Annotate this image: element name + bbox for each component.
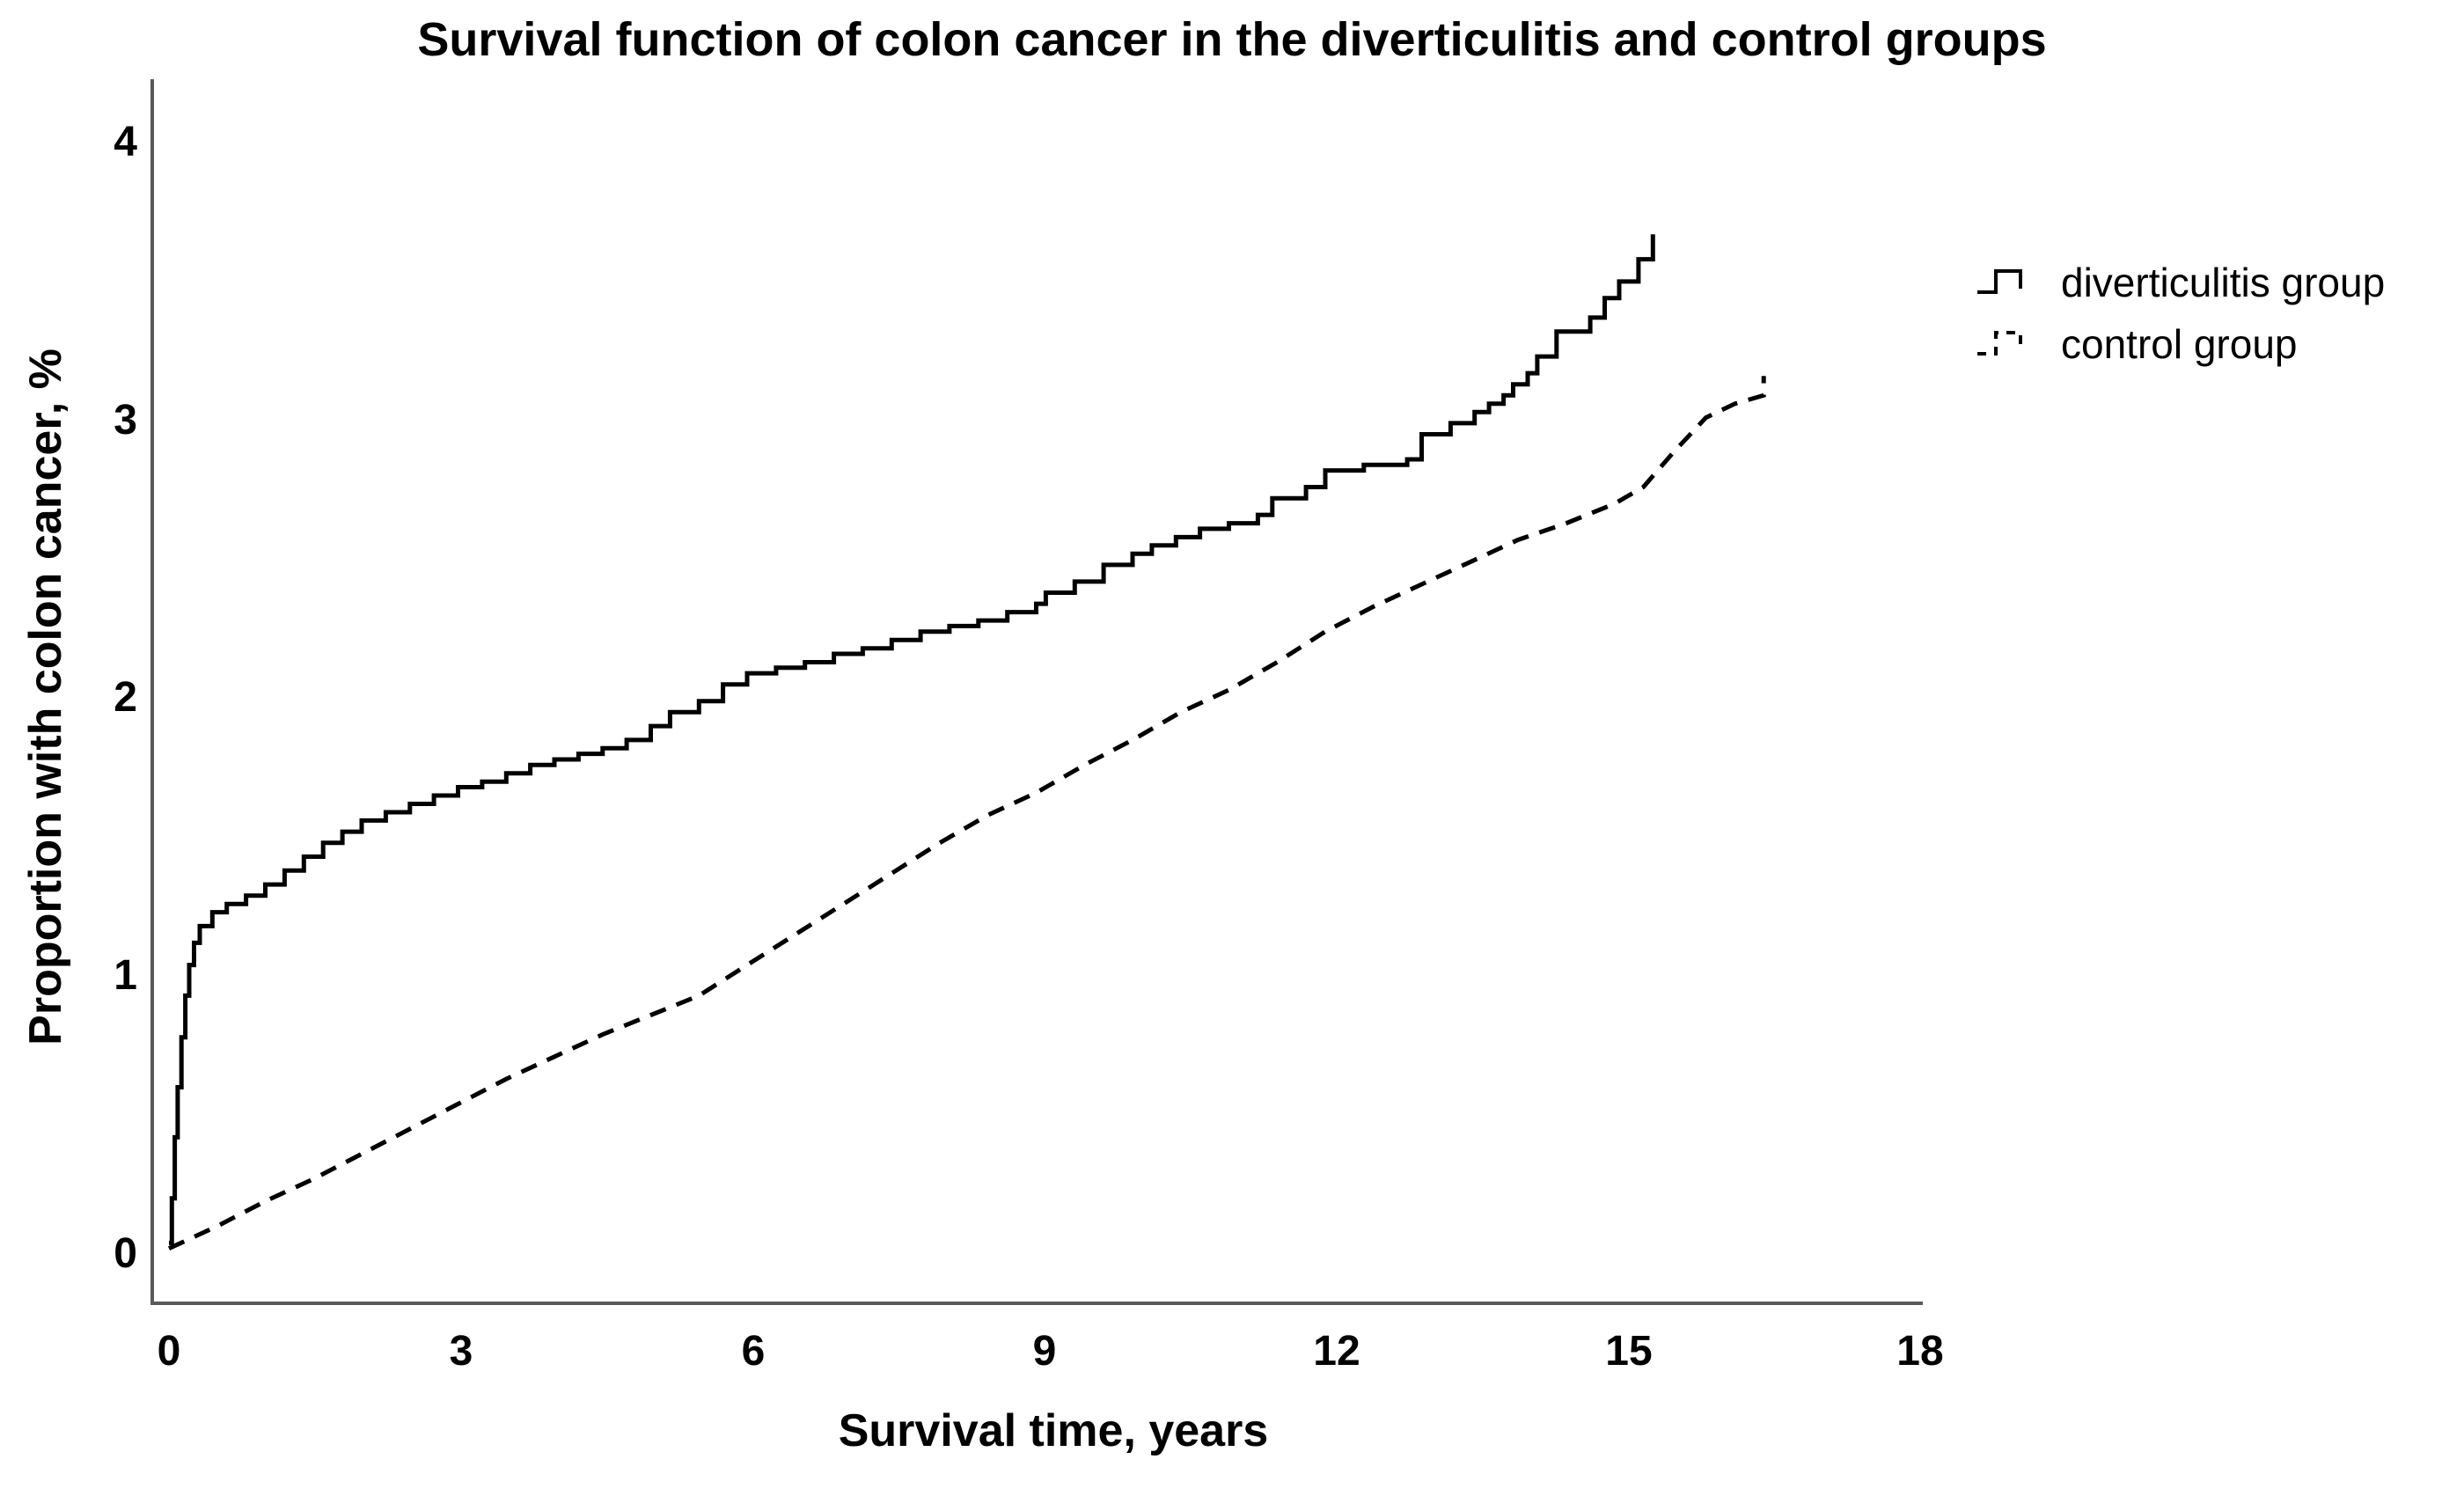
y-tick-label-2: 2 bbox=[114, 674, 137, 721]
y-tick-label-4: 4 bbox=[114, 119, 137, 165]
y-tick-label-1: 1 bbox=[114, 952, 137, 999]
dashed-step-line-icon bbox=[1977, 331, 2022, 356]
solid-step-line-icon bbox=[1977, 269, 2022, 294]
x-tick-label-15: 15 bbox=[1605, 1328, 1653, 1375]
legend-label-control: control group bbox=[2061, 321, 2298, 367]
x-axis-title: Survival time, years bbox=[838, 1405, 1269, 1456]
x-tick-label-18: 18 bbox=[1896, 1328, 1944, 1375]
control-curve bbox=[167, 376, 1766, 1250]
x-tick-label-0: 0 bbox=[157, 1328, 181, 1375]
chart-title: Survival function of colon cancer in the… bbox=[417, 13, 2047, 66]
legend-label-diverticulitis: diverticulitis group bbox=[2061, 260, 2386, 305]
legend: diverticulitis group control group bbox=[1975, 255, 2385, 371]
y-tick-label-3: 3 bbox=[114, 397, 137, 444]
axis-lines bbox=[150, 79, 1923, 1305]
x-tick-label-6: 6 bbox=[741, 1328, 766, 1375]
x-tick-label-3: 3 bbox=[449, 1328, 473, 1375]
legend-item-control: control group bbox=[1975, 317, 2385, 371]
legend-item-diverticulitis: diverticulitis group bbox=[1975, 255, 2385, 310]
x-tick-label-12: 12 bbox=[1313, 1328, 1360, 1375]
y-tick-label-0: 0 bbox=[114, 1230, 137, 1277]
diverticulitis-curve bbox=[169, 234, 1655, 1245]
x-tick-label-9: 9 bbox=[1032, 1328, 1057, 1375]
